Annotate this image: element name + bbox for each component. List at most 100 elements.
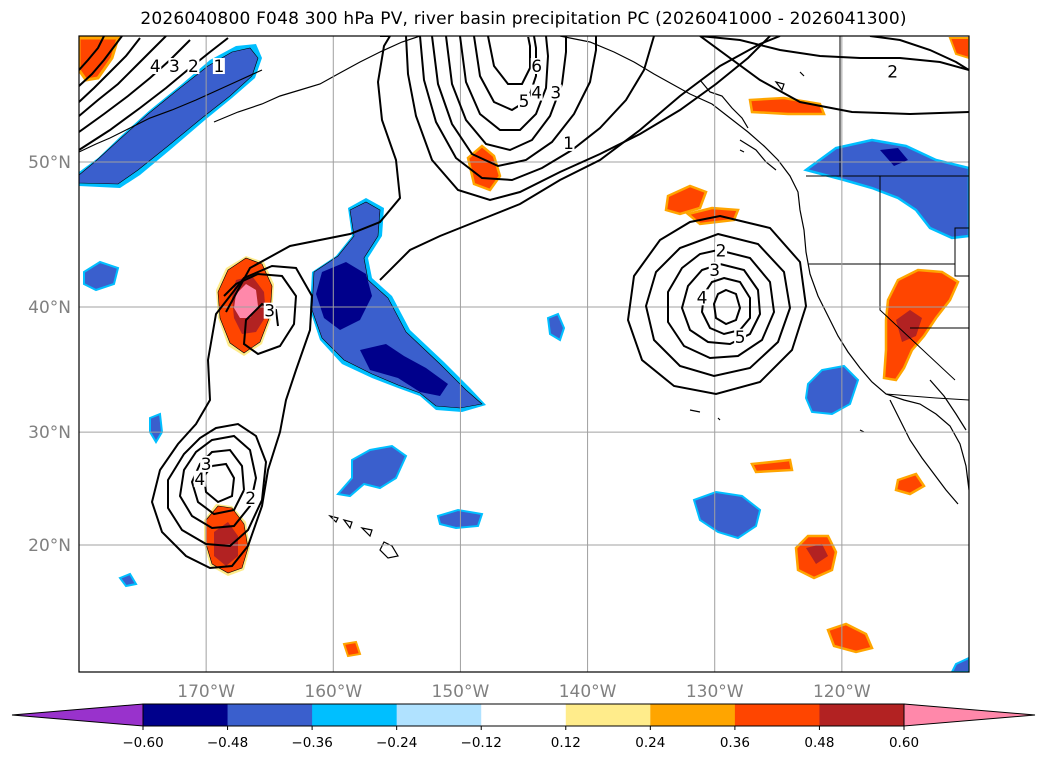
longitude-labels: 170°W 160°W 150°W 140°W 130°W 120°W xyxy=(177,682,871,702)
shade-positive-sw-strong xyxy=(214,522,238,566)
contour-label-bg xyxy=(543,0,555,8)
contour-label: 1 xyxy=(836,0,847,11)
shade-negative-nw xyxy=(79,47,259,185)
shade-negative-small-2 xyxy=(149,412,164,444)
pv-contour-low-6 xyxy=(712,288,742,326)
colorbar-segment xyxy=(227,704,313,726)
contour-label-bg xyxy=(696,289,708,306)
shade-positive-ne-2 xyxy=(664,184,708,216)
contour-label: 3 xyxy=(169,57,180,77)
contour-label: 6 xyxy=(99,1,110,21)
colorbar-tick-label: 0.36 xyxy=(720,735,750,751)
contour-label: 5 xyxy=(519,92,530,112)
coast-mexico xyxy=(929,379,967,431)
pv-contour-nw-2 xyxy=(79,39,191,133)
contour-label: 2 xyxy=(716,241,727,261)
contour-label-bg xyxy=(530,58,543,75)
lat-tick-label: 20°N xyxy=(28,536,71,556)
pv-contour-nw-6 xyxy=(79,36,105,71)
contour-label: 2 xyxy=(245,489,256,509)
pv-contour-nw-4 xyxy=(79,37,141,103)
contour-label-bg xyxy=(149,58,162,75)
pv-contour-trough-1 xyxy=(150,264,314,570)
shade-positive-se-2 xyxy=(894,472,926,496)
colorbar-tick-label: −0.36 xyxy=(291,735,332,751)
pv-contour-low-2 xyxy=(644,232,792,378)
pv-contour-gulf-3 xyxy=(431,36,597,168)
shade-positive-se-1 xyxy=(750,458,794,474)
coast-alaska-south xyxy=(213,36,421,123)
map-frame xyxy=(78,35,970,673)
shade-negative-baja xyxy=(804,364,860,416)
lon-tick-label: 120°W xyxy=(813,682,871,702)
lat-tick-label: 30°N xyxy=(28,423,71,443)
shade-positive-ne-1 xyxy=(748,96,826,116)
pv-contour-nw-5 xyxy=(79,36,123,87)
lon-tick-label: 150°W xyxy=(432,682,490,702)
colorbar-segment xyxy=(312,704,398,726)
pv-contour-south-2 xyxy=(178,434,258,530)
contour-label-bg xyxy=(212,58,225,75)
colorbar-frame xyxy=(142,703,905,727)
shade-negative-ne xyxy=(803,138,969,240)
contour-label-bg xyxy=(886,63,899,80)
contour-label-bg xyxy=(530,84,543,101)
colorbar: −0.60 −0.48 −0.36 −0.24 −0.12 0.12 0.24 0.36 0.4… xyxy=(11,703,1036,751)
shade-negative-small-4 xyxy=(118,572,138,588)
shade-positive-california-strong xyxy=(896,310,922,342)
shade-positive-corner-ne xyxy=(948,37,969,60)
colorbar-segment xyxy=(143,704,229,726)
coast-hawaii-3 xyxy=(342,519,353,530)
chart-title: 2026040800 F048 300 hPa PV, river basin … xyxy=(140,9,907,29)
lon-tick-label: 160°W xyxy=(304,682,362,702)
pv-contour-nw-1 xyxy=(79,37,229,151)
pv-contour-trough-2 xyxy=(223,272,298,356)
contour-label-bg xyxy=(193,470,206,487)
border-ca-nv xyxy=(879,264,956,381)
contour-label: 5 xyxy=(163,10,174,30)
pv-contours xyxy=(79,36,969,570)
lat-tick-label: 40°N xyxy=(28,298,71,318)
coast-gulf-alaska xyxy=(559,36,969,491)
pv-contour-low-4 xyxy=(680,262,762,346)
contour-label-bg xyxy=(200,455,213,472)
contour-label: 1 xyxy=(563,134,574,154)
colorbar-tick-label: 0.48 xyxy=(804,735,834,751)
colorbar-tick-label: 0.24 xyxy=(635,735,665,751)
colorbar-segment xyxy=(650,704,736,726)
contour-label: 4 xyxy=(150,57,161,77)
contour-label-bg xyxy=(549,84,562,101)
contour-label: 8 xyxy=(519,20,530,40)
colorbar-tick-label: 0.60 xyxy=(889,735,919,751)
map-background xyxy=(79,36,969,672)
lon-tick-label: 170°W xyxy=(177,682,235,702)
precipitation-shading xyxy=(79,36,969,672)
pv-contour-gulf-5 xyxy=(459,36,550,131)
political-borders xyxy=(806,36,969,401)
contour-label: 3 xyxy=(709,261,720,281)
contour-label: 4 xyxy=(531,84,542,104)
contour-label: 2 xyxy=(188,57,199,77)
border-ne-1 xyxy=(954,227,969,277)
latitude-labels: 50°N 40°N 30°N 20°N xyxy=(28,153,71,556)
pv-contour-low-1 xyxy=(626,214,808,396)
contour-label: 1 xyxy=(213,57,224,77)
shade-positive-se-3-strong xyxy=(806,544,828,564)
coast-baja xyxy=(889,399,959,505)
contour-label-bg xyxy=(518,36,530,37)
colorbar-tick-label: −0.48 xyxy=(207,735,248,751)
lon-tick-label: 130°W xyxy=(686,682,744,702)
pv-contour-ne-2 xyxy=(869,36,969,71)
shade-positive-west-max xyxy=(234,284,258,318)
colorbar-extend-low xyxy=(11,703,144,727)
coastlines xyxy=(79,36,969,559)
lat-tick-label: 50°N xyxy=(28,153,71,173)
contour-label-bg xyxy=(715,242,728,259)
colorbar-tick-label: −0.60 xyxy=(122,735,163,751)
pv-contour-low-3 xyxy=(667,248,776,360)
colorbar-segment xyxy=(734,704,820,726)
contour-label: 7 xyxy=(544,0,555,11)
contour-label-bg xyxy=(98,2,110,18)
pv-contour-nw-3 xyxy=(79,36,167,117)
shade-negative-small-3 xyxy=(546,312,566,342)
